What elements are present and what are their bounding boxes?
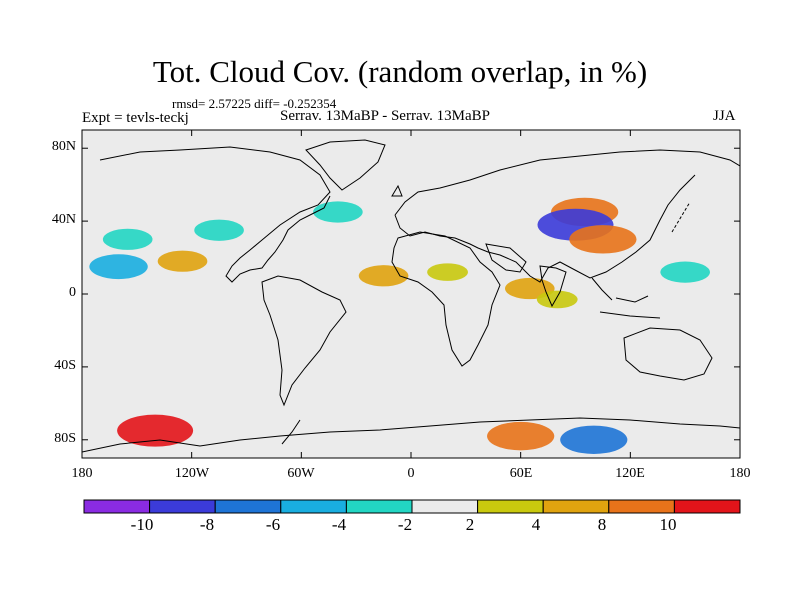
- anomaly-blob: [89, 254, 148, 280]
- greenland-coast: [305, 139, 386, 191]
- y-tick-label: 80S: [54, 431, 76, 446]
- colorbar-swatch: [673, 499, 741, 514]
- colorbar-label: 10: [659, 515, 677, 534]
- colorbar-swatch: [149, 499, 216, 514]
- south-america-coast: [261, 275, 347, 407]
- colorbar-swatch: [214, 499, 282, 514]
- antarctic-peninsula: [281, 419, 301, 445]
- x-tick-label: 60W: [287, 466, 315, 481]
- comparison-label: Serrav. 13MaBP - Serrav. 13MaBP: [280, 108, 490, 124]
- x-tick-label: 120W: [174, 466, 210, 481]
- europe-asia-coast: [394, 149, 740, 283]
- southeast-asia-coast: [591, 277, 661, 319]
- colorbar-swatch: [345, 499, 413, 514]
- anomaly-blob: [569, 225, 637, 254]
- japan-coast: [671, 201, 691, 233]
- colorbar-swatch: [608, 499, 675, 514]
- arabia-coast: [485, 243, 527, 273]
- y-tick-label: 40N: [51, 212, 76, 227]
- anomaly-blob: [536, 290, 578, 309]
- x-tick-label: 180: [71, 466, 93, 481]
- stats-line: rmsd= 2.57225 diff= -0.252354: [172, 96, 337, 111]
- anomaly-blob: [560, 425, 628, 454]
- colorbar-label: -4: [331, 515, 347, 534]
- colorbar-label: -6: [265, 515, 281, 534]
- colorbar-swatch: [477, 499, 544, 514]
- anomaly-blob: [102, 228, 153, 250]
- x-tick-label: 60E: [509, 466, 533, 481]
- uk-coast: [391, 184, 403, 197]
- x-tick-label: 180: [729, 466, 751, 481]
- coastline-layer: [82, 139, 740, 453]
- colorbar-swatch: [542, 499, 610, 514]
- colorbar-label: 2: [465, 515, 475, 534]
- axis-ticks: [81, 130, 741, 458]
- colorbar-label: -8: [199, 515, 215, 534]
- colorbar-label: -2: [397, 515, 413, 534]
- anomaly-blob: [117, 414, 194, 447]
- colorbar-swatch: [411, 499, 479, 514]
- y-tick-label: 0: [69, 285, 76, 300]
- colorbar-label: -10: [130, 515, 154, 534]
- anomaly-blob: [194, 219, 244, 241]
- anomaly-blob: [487, 421, 555, 451]
- anomaly-blob: [660, 261, 710, 283]
- plot-title: Tot. Cloud Cov. (random overlap, in %): [152, 54, 648, 89]
- colorbar: [83, 499, 741, 514]
- australia-coast: [623, 327, 713, 381]
- x-tick-label: 0: [407, 466, 415, 481]
- season-label: JJA: [713, 108, 736, 124]
- anomaly-field-layer: [89, 197, 710, 454]
- anomaly-blob: [313, 201, 363, 223]
- anomaly-blob: [358, 265, 409, 287]
- colorbar-swatch: [280, 499, 347, 514]
- anomaly-blob: [157, 250, 208, 272]
- y-tick-label: 40S: [54, 358, 76, 373]
- colorbar-label: 4: [531, 515, 541, 534]
- india-coast: [539, 265, 567, 308]
- y-tick-label: 80N: [51, 139, 76, 154]
- antarctica-coast: [82, 417, 740, 453]
- map-background: [82, 130, 740, 458]
- africa-coast: [391, 231, 501, 367]
- colorbar-swatch: [83, 499, 151, 514]
- north-america-coast: [99, 146, 331, 283]
- colorbar-label: 8: [597, 515, 607, 534]
- anomaly-blob: [427, 263, 468, 281]
- experiment-label: Expt = tevls-teckj: [82, 110, 189, 126]
- x-tick-label: 120E: [615, 466, 645, 481]
